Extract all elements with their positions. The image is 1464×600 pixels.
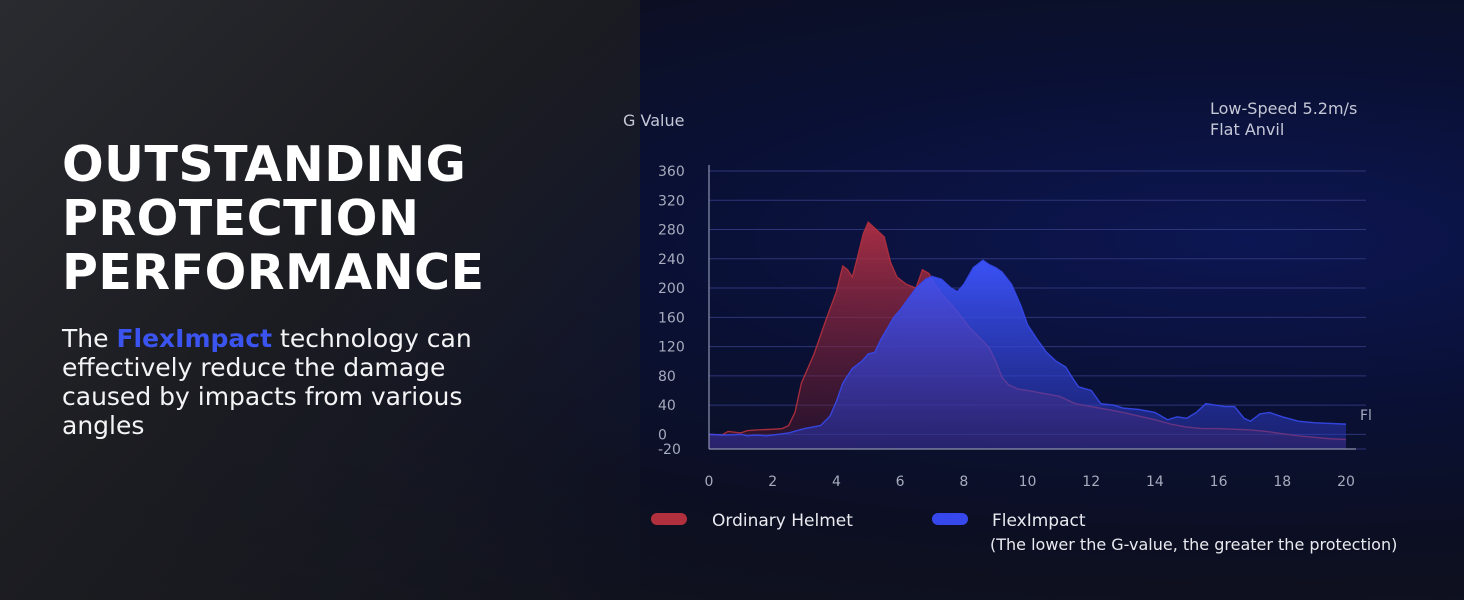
series-areas [708,221,1347,449]
text-panel: OUTSTANDING PROTECTION PERFORMANCE The F… [62,138,532,441]
y-tick-label: 40 [658,398,676,414]
x-tick-label: 0 [705,474,714,490]
x-tick-label: 14 [1146,474,1164,490]
series-end-label: Fl [1360,408,1372,424]
line-fleximpact [708,259,1347,437]
y-tick-label: 200 [658,281,685,297]
x-tick-label: 2 [768,474,777,490]
y-tick-label: 80 [658,369,676,385]
description: The FlexImpact technology can effectivel… [62,324,517,440]
y-tick-label: 120 [658,340,685,356]
test-condition-line-1: Low-Speed 5.2m/s [1210,99,1357,118]
description-prefix: The [62,324,117,353]
area-fleximpact [709,260,1346,449]
y-tick-label: 280 [658,223,685,239]
legend-note: (The lower the G-value, the greater the … [990,535,1397,554]
y-tick-label: 320 [658,193,685,209]
x-tick-label: 6 [896,474,905,490]
y-tick-label: 240 [658,252,685,268]
legend-label-ordinary-helmet: Ordinary Helmet [712,511,853,531]
legend-swatch-fleximpact [932,513,968,525]
y-tick-label: 360 [658,164,685,180]
x-tick-label: 20 [1337,474,1355,490]
y-tick-label: 0 [658,427,667,443]
y-axis-title: G Value [623,111,684,130]
test-condition-line-2: Flat Anvil [1210,120,1284,139]
legend-label-fleximpact: FlexImpact [992,511,1086,531]
y-tick-label: -20 [658,442,681,458]
x-tick-label: 4 [832,474,841,490]
description-suffix: technology can effectively reduce the da… [62,324,472,440]
x-tick-label: 12 [1082,474,1100,490]
brand-name: FlexImpact [116,324,273,353]
x-tick-label: 8 [959,474,968,490]
y-tick-label: 160 [658,310,685,326]
x-tick-label: 18 [1273,474,1291,490]
headline-line-3: PERFORMANCE [62,244,485,301]
legend-swatch-ordinary-helmet [651,513,687,525]
axes [708,165,1356,450]
headline-line-1: OUTSTANDING [62,136,467,193]
g-value-chart: 360 320 280 240 200 160 120 80 40 0 -20 0 2 4 6 8 10 12 14… [590,80,1464,600]
x-tick-label: 10 [1019,474,1037,490]
x-tick-label: 16 [1210,474,1228,490]
headline-line-2: PROTECTION [62,190,420,247]
headline: OUTSTANDING PROTECTION PERFORMANCE [62,138,532,300]
